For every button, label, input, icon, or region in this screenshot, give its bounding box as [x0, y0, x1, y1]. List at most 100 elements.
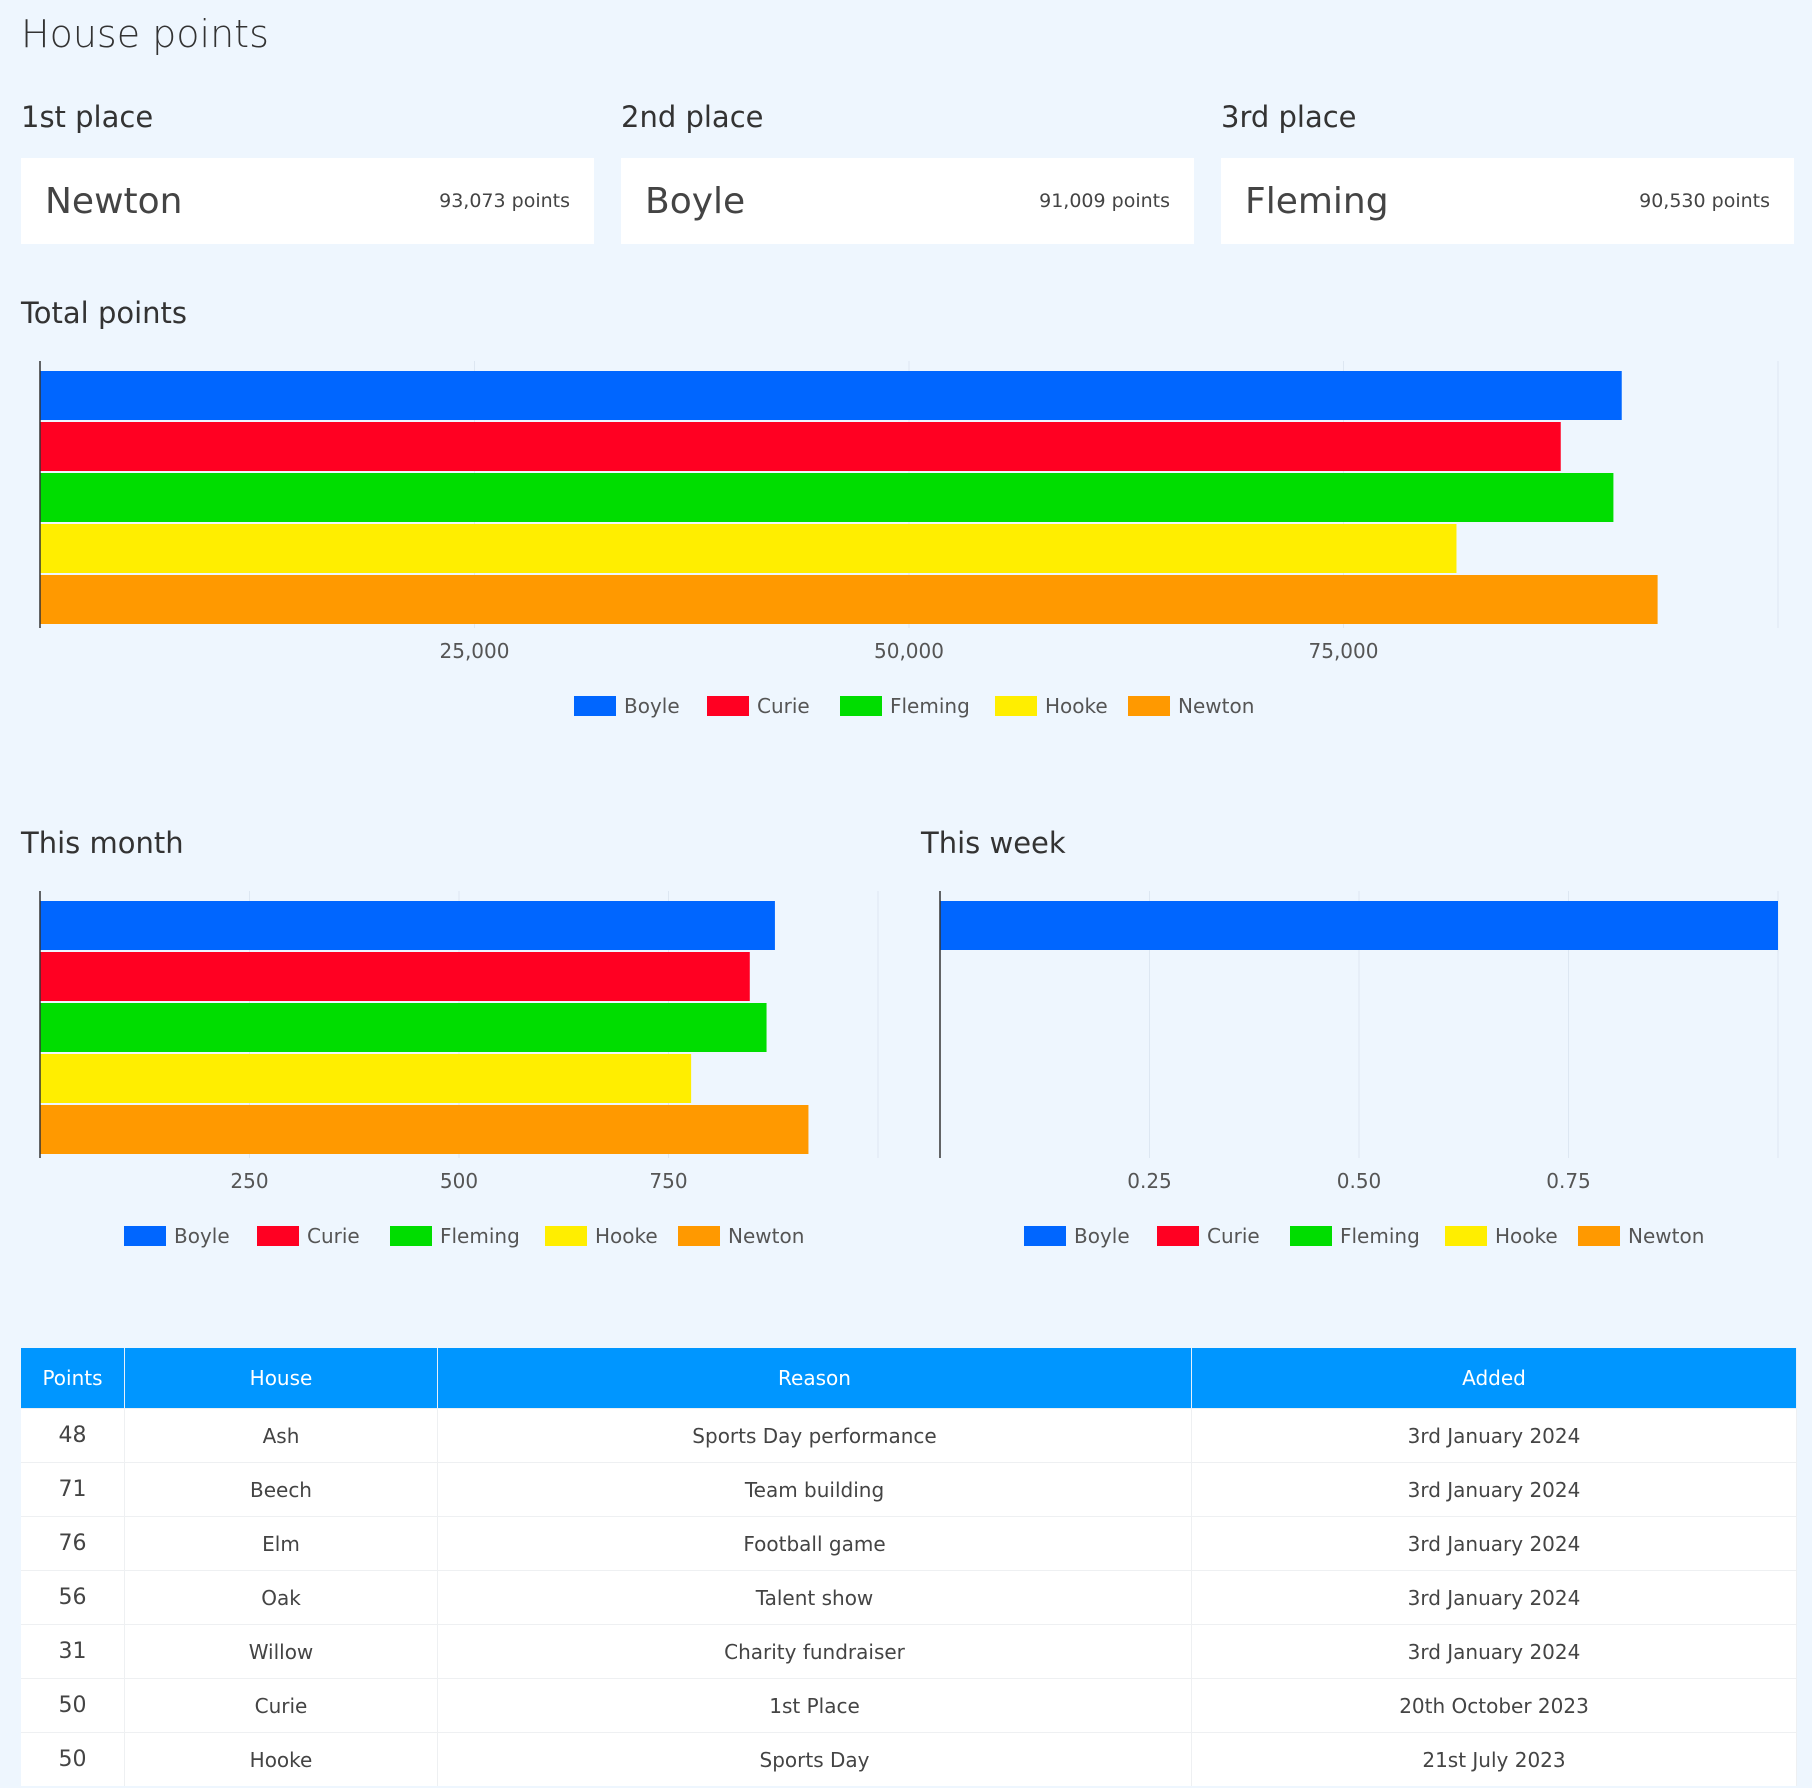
third-place-house: Fleming — [1245, 180, 1389, 222]
table-row: 50 Curie 1st Place 20th October 2023 — [21, 1678, 1797, 1733]
week-tick-label: 0.75 — [1546, 1169, 1591, 1193]
week-legend-swatch-newton[interactable] — [1578, 1226, 1620, 1246]
month-legend-swatch-fleming[interactable] — [390, 1226, 432, 1246]
header-reason[interactable]: Reason — [437, 1348, 1192, 1409]
month-bar-curie[interactable] — [40, 952, 750, 1001]
week-legend-label-hooke[interactable]: Hooke — [1495, 1224, 1558, 1248]
total-legend-label-newton[interactable]: Newton — [1178, 694, 1254, 718]
week-legend-label-fleming[interactable]: Fleming — [1340, 1224, 1420, 1248]
header-house[interactable]: House — [124, 1348, 438, 1409]
cell-house: Ash — [124, 1408, 438, 1463]
cell-house: Hooke — [124, 1732, 438, 1786]
month-bar-fleming[interactable] — [40, 1003, 767, 1052]
cell-points: 48 — [21, 1408, 125, 1463]
total-tick-label: 75,000 — [1309, 639, 1379, 663]
week-tick-label: 0.25 — [1127, 1169, 1172, 1193]
week-bar-boyle[interactable] — [940, 901, 1778, 950]
total-legend-swatch-fleming[interactable] — [840, 696, 882, 716]
cell-reason: Football game — [437, 1516, 1192, 1571]
month-legend-label-curie[interactable]: Curie — [307, 1224, 360, 1248]
week-legend-label-boyle[interactable]: Boyle — [1074, 1224, 1130, 1248]
week-legend-swatch-curie[interactable] — [1157, 1226, 1199, 1246]
table-row: 50 Hooke Sports Day 21st July 2023 — [21, 1732, 1797, 1786]
month-bar-newton[interactable] — [40, 1105, 809, 1154]
total-bar-fleming[interactable] — [40, 473, 1614, 522]
week-legend-swatch-fleming[interactable] — [1290, 1226, 1332, 1246]
this-week-title: This week — [921, 826, 1066, 860]
page-title: House points — [21, 12, 269, 56]
cell-added: 3rd January 2024 — [1191, 1570, 1797, 1625]
cell-reason: Team building — [437, 1462, 1192, 1517]
month-legend-label-newton[interactable]: Newton — [728, 1224, 804, 1248]
cell-reason: Charity fundraiser — [437, 1624, 1192, 1679]
table-row: 76 Elm Football game 3rd January 2024 — [21, 1516, 1797, 1571]
table-row: 56 Oak Talent show 3rd January 2024 — [21, 1570, 1797, 1625]
cell-added: 3rd January 2024 — [1191, 1408, 1797, 1463]
month-legend-label-hooke[interactable]: Hooke — [595, 1224, 658, 1248]
month-legend-label-boyle[interactable]: Boyle — [174, 1224, 230, 1248]
cell-reason: 1st Place — [437, 1678, 1192, 1733]
table-row: 31 Willow Charity fundraiser 3rd January… — [21, 1624, 1797, 1679]
second-place-card: Boyle 91,009 points — [621, 158, 1194, 244]
cell-added: 3rd January 2024 — [1191, 1462, 1797, 1517]
total-bar-curie[interactable] — [40, 422, 1561, 471]
first-place-label: 1st place — [21, 100, 154, 134]
total-bar-hooke[interactable] — [40, 524, 1457, 573]
total-points-title: Total points — [21, 296, 188, 330]
cell-reason: Talent show — [437, 1570, 1192, 1625]
week-legend-swatch-boyle[interactable] — [1024, 1226, 1066, 1246]
month-tick-label: 500 — [440, 1169, 478, 1193]
month-tick-label: 250 — [230, 1169, 268, 1193]
week-legend-label-curie[interactable]: Curie — [1207, 1224, 1260, 1248]
first-place-card: Newton 93,073 points — [21, 158, 594, 244]
third-place-card: Fleming 90,530 points — [1221, 158, 1794, 244]
table-header-row: Points House Reason Added — [21, 1348, 1797, 1409]
total-legend-label-curie[interactable]: Curie — [757, 694, 810, 718]
second-place-house: Boyle — [645, 180, 746, 222]
total-legend-label-hooke[interactable]: Hooke — [1045, 694, 1108, 718]
cell-house: Beech — [124, 1462, 438, 1517]
cell-house: Willow — [124, 1624, 438, 1679]
header-points[interactable]: Points — [21, 1348, 125, 1409]
month-legend-label-fleming[interactable]: Fleming — [440, 1224, 520, 1248]
cell-reason: Sports Day — [437, 1732, 1192, 1786]
week-legend-label-newton[interactable]: Newton — [1628, 1224, 1704, 1248]
cell-points: 71 — [21, 1462, 125, 1517]
week-legend-swatch-hooke[interactable] — [1445, 1226, 1487, 1246]
month-bar-hooke[interactable] — [40, 1054, 692, 1103]
total-legend-swatch-hooke[interactable] — [995, 696, 1037, 716]
month-legend-swatch-curie[interactable] — [257, 1226, 299, 1246]
total-legend-swatch-newton[interactable] — [1128, 696, 1170, 716]
table-row: 48 Ash Sports Day performance 3rd Januar… — [21, 1408, 1797, 1463]
week-tick-label: 0.50 — [1337, 1169, 1382, 1193]
month-legend-swatch-hooke[interactable] — [545, 1226, 587, 1246]
third-place-label: 3rd place — [1221, 100, 1357, 134]
cell-added: 3rd January 2024 — [1191, 1624, 1797, 1679]
total-legend-label-fleming[interactable]: Fleming — [890, 694, 970, 718]
cell-added: 21st July 2023 — [1191, 1732, 1797, 1786]
cell-points: 76 — [21, 1516, 125, 1571]
cell-house: Elm — [124, 1516, 438, 1571]
total-legend-label-boyle[interactable]: Boyle — [624, 694, 680, 718]
second-place-label: 2nd place — [621, 100, 764, 134]
total-bar-newton[interactable] — [40, 575, 1658, 624]
header-added[interactable]: Added — [1191, 1348, 1797, 1409]
month-legend-swatch-newton[interactable] — [678, 1226, 720, 1246]
this-month-title: This month — [21, 826, 184, 860]
cell-added: 20th October 2023 — [1191, 1678, 1797, 1733]
cell-house: Curie — [124, 1678, 438, 1733]
total-bar-boyle[interactable] — [40, 371, 1622, 420]
month-bar-boyle[interactable] — [40, 901, 775, 950]
cell-points: 50 — [21, 1732, 125, 1786]
month-tick-label: 750 — [649, 1169, 687, 1193]
first-place-points: 93,073 points — [439, 190, 570, 212]
month-legend-swatch-boyle[interactable] — [124, 1226, 166, 1246]
cell-reason: Sports Day performance — [437, 1408, 1192, 1463]
total-legend-swatch-boyle[interactable] — [574, 696, 616, 716]
points-table: Points House Reason Added 48 Ash Sports … — [21, 1348, 1797, 1786]
total-legend-swatch-curie[interactable] — [707, 696, 749, 716]
this-month-chart: 250 500 750 Boyle Curie Fleming Hooke Newton — [0, 885, 900, 1265]
cell-points: 50 — [21, 1678, 125, 1733]
third-place-points: 90,530 points — [1639, 190, 1770, 212]
total-tick-label: 25,000 — [440, 639, 510, 663]
